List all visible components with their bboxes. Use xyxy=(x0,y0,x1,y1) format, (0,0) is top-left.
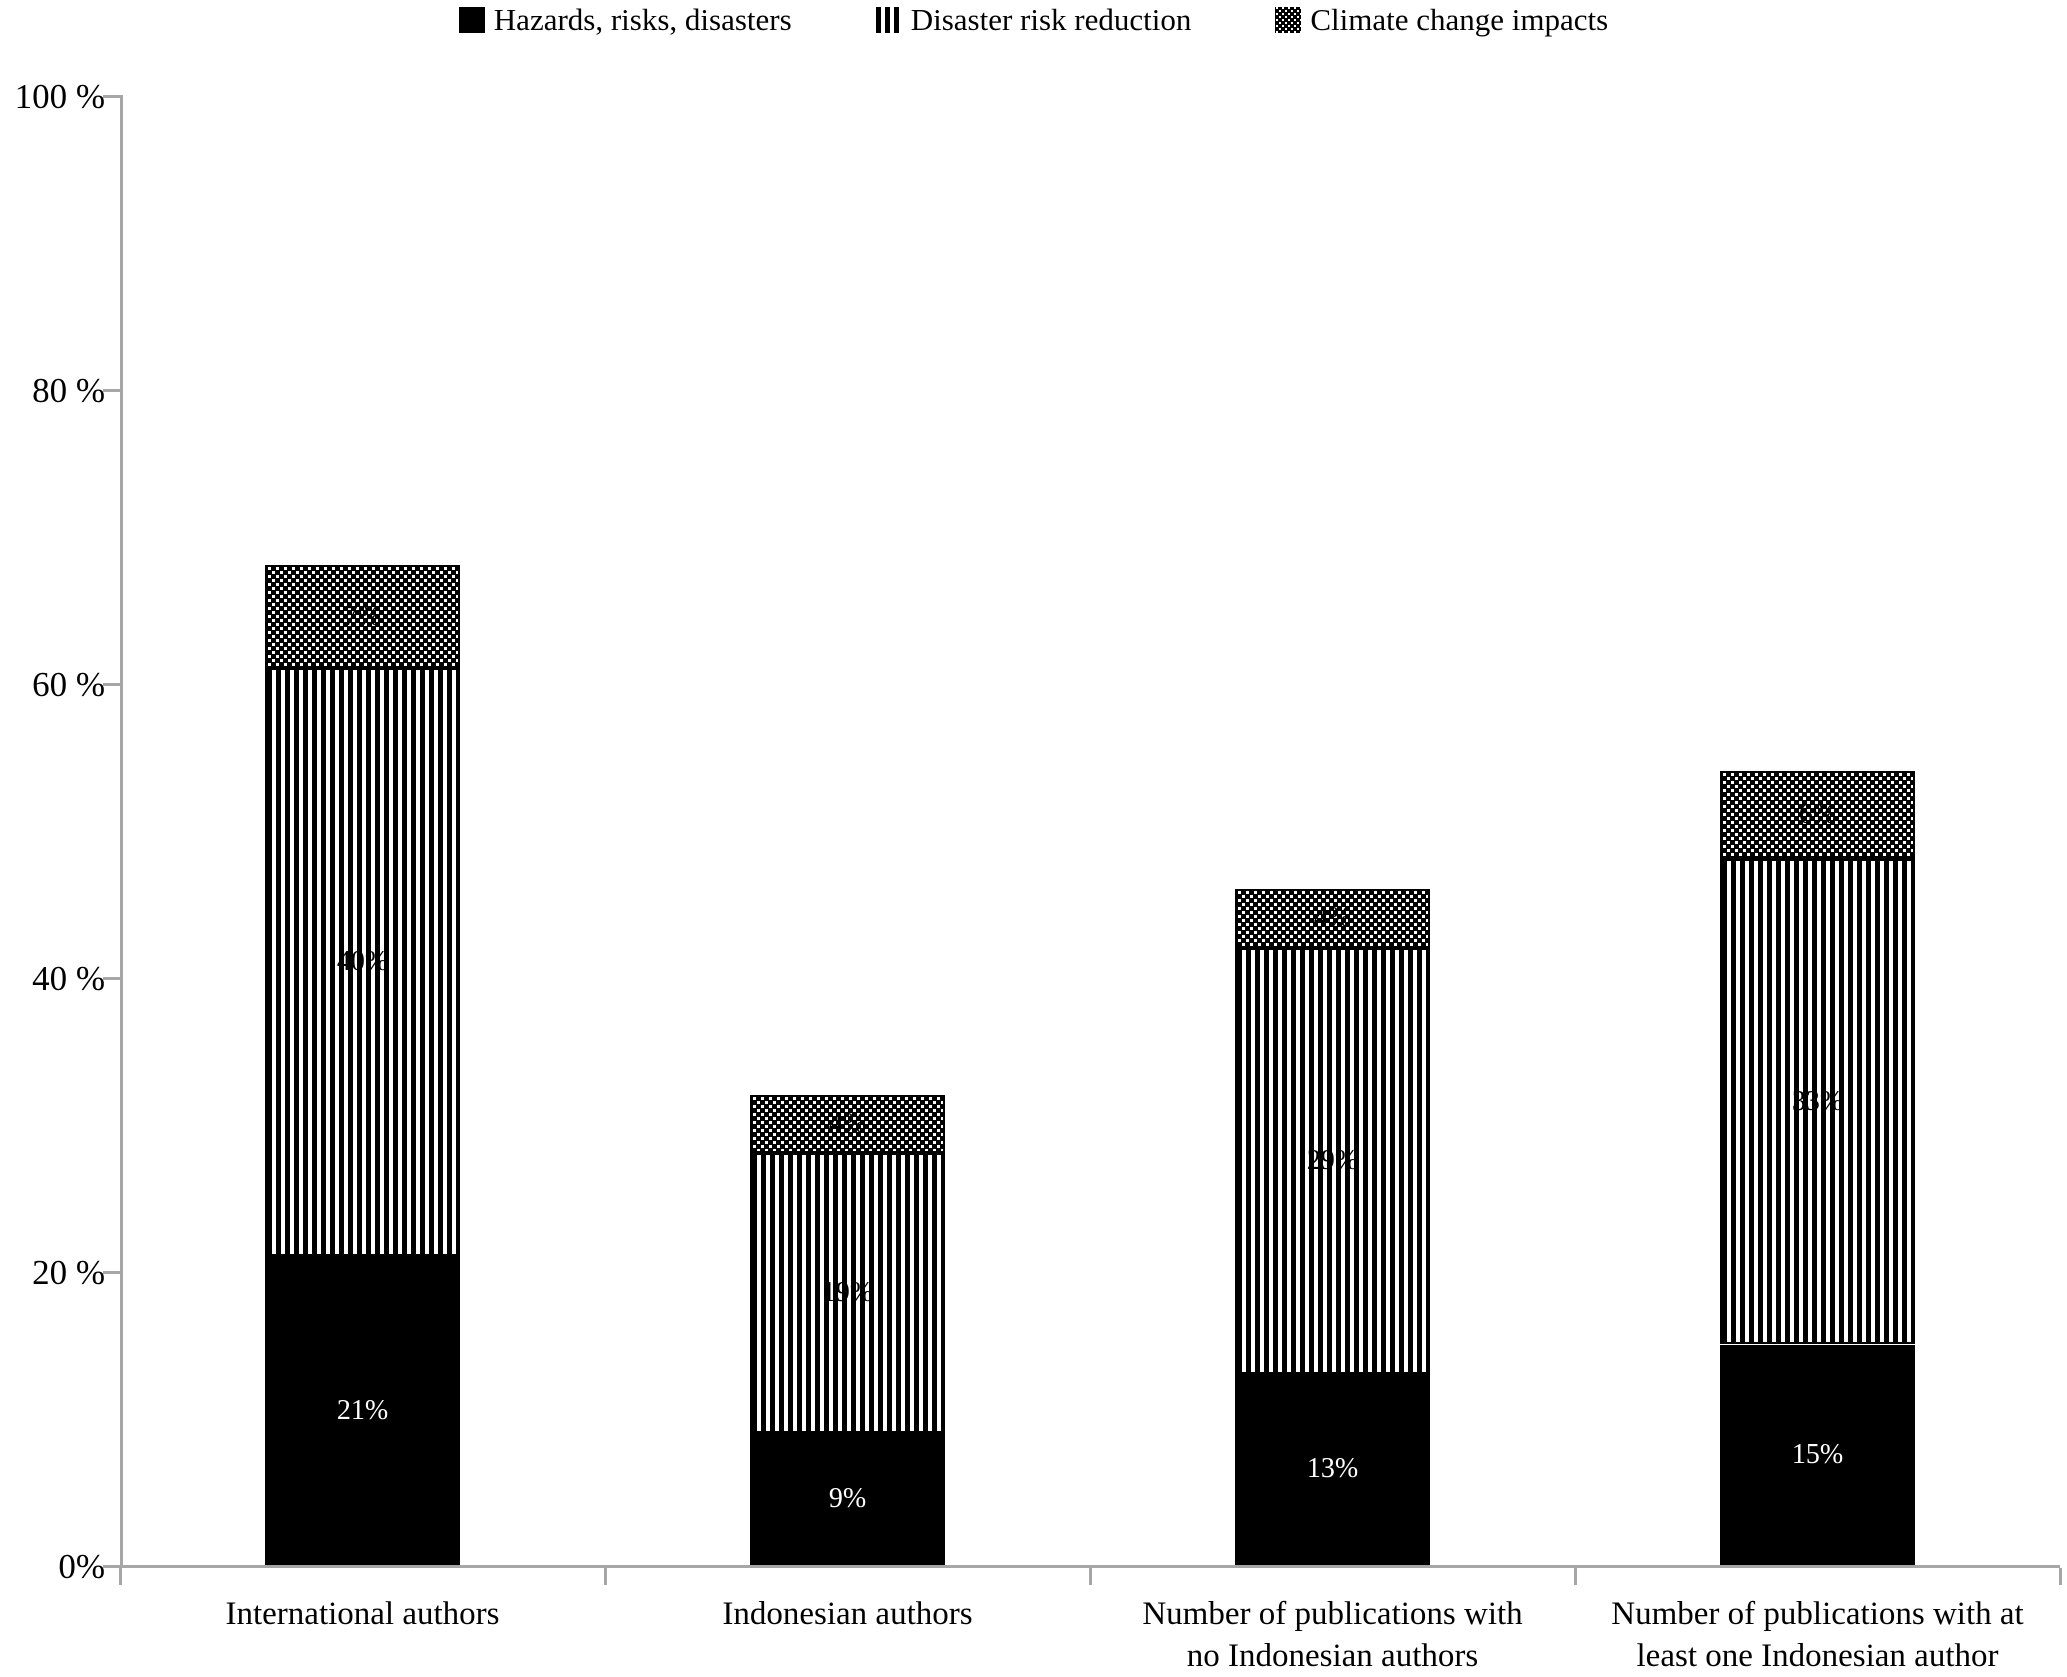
bar-segment-value-label: 9% xyxy=(828,1482,867,1514)
category-label-number-of-publications-with-at: Number of publications with at least one… xyxy=(1611,1596,2024,1675)
bar-segment-climate-change-impacts: 4% xyxy=(1235,888,1430,948)
legend-label: Disaster risk reduction xyxy=(910,2,1192,37)
bar-segment-climate-change-impacts: 4% xyxy=(750,1094,945,1154)
bar-segment-value-label: 29% xyxy=(1306,1144,1359,1176)
category-label-international-authors: International authors xyxy=(225,1596,500,1632)
bar-segment-hazards-risks-disasters: 13% xyxy=(1235,1373,1430,1565)
bar-segment-disaster-risk-reduction: 33% xyxy=(1720,859,1915,1345)
y-axis-tick-label: 20 % xyxy=(32,1253,105,1292)
legend-item-hazards-risks-disasters: Hazards, risks, disasters xyxy=(458,2,792,38)
y-axis-tick xyxy=(103,977,120,980)
bar-segment-disaster-risk-reduction: 40% xyxy=(265,668,460,1257)
legend-label: Climate change impacts xyxy=(1310,2,1609,37)
y-axis-tick xyxy=(103,389,120,392)
y-axis-tick-label: 60 % xyxy=(32,665,105,704)
x-axis-tick xyxy=(119,1568,122,1585)
y-axis-tick-label: 40 % xyxy=(32,959,105,998)
x-axis-tick xyxy=(1574,1568,1577,1585)
bar-segment-hazards-risks-disasters: 9% xyxy=(750,1432,945,1565)
category-label-indonesian-authors: Indonesian authors xyxy=(722,1596,973,1632)
y-axis-line xyxy=(120,95,123,1568)
bar-segment-value-label: 21% xyxy=(336,1394,389,1426)
legend-swatch-solid-icon xyxy=(458,7,485,33)
x-axis-line xyxy=(120,1565,2060,1568)
bar-segment-value-label: 13% xyxy=(1306,1453,1359,1485)
y-axis-tick xyxy=(103,683,120,686)
category-label-number-of-publications-with: Number of publications with no Indonesia… xyxy=(1142,1596,1523,1675)
legend-label: Hazards, risks, disasters xyxy=(493,2,792,37)
legend-item-climate-change-impacts: Climate change impacts xyxy=(1275,2,1608,38)
legend: Hazards, risks, disasters Disaster risk r… xyxy=(0,2,2067,38)
bar-segment-hazards-risks-disasters: 21% xyxy=(265,1256,460,1565)
bar-segment-value-label: 4% xyxy=(1313,902,1352,934)
bar-segment-disaster-risk-reduction: 29% xyxy=(1235,947,1430,1374)
legend-item-disaster-risk-reduction: Disaster risk reduction xyxy=(875,2,1192,38)
y-axis-tick-label: 100 % xyxy=(14,77,105,116)
y-axis-tick-label: 80 % xyxy=(32,371,105,410)
bar-segment-hazards-risks-disasters: 15% xyxy=(1720,1344,1915,1565)
bar-segment-value-label: 4% xyxy=(828,1107,867,1139)
x-axis-tick xyxy=(1089,1568,1092,1585)
bar-segment-value-label: 15% xyxy=(1791,1438,1844,1470)
bar-segment-value-label: 7% xyxy=(343,600,382,632)
y-axis-tick xyxy=(103,1271,120,1274)
x-axis-tick xyxy=(604,1568,607,1585)
bar-segment-value-label: 19% xyxy=(821,1277,874,1309)
bar-segment-value-label: 33% xyxy=(1791,1085,1844,1117)
bar-segment-climate-change-impacts: 6% xyxy=(1720,771,1915,860)
y-axis-tick xyxy=(103,1565,120,1568)
legend-swatch-vstripes-icon xyxy=(875,7,902,33)
y-axis-tick-label: 0% xyxy=(58,1547,105,1586)
bar-segment-value-label: 6% xyxy=(1798,799,1837,831)
x-axis-tick xyxy=(2059,1568,2062,1585)
bar-segment-climate-change-impacts: 7% xyxy=(265,565,460,669)
y-axis-tick xyxy=(103,95,120,98)
legend-swatch-trellis-icon xyxy=(1275,7,1302,33)
bar-segment-value-label: 40% xyxy=(336,946,389,978)
bar-segment-disaster-risk-reduction: 19% xyxy=(750,1153,945,1433)
